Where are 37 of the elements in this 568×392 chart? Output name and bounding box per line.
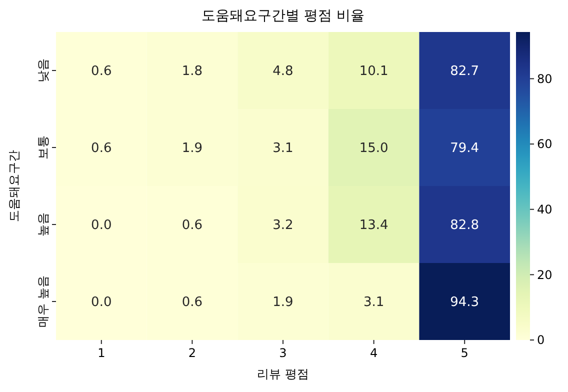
y-tick-label: 매우 높음 (36, 276, 50, 328)
x-axis-title: 리뷰 평점 (257, 367, 309, 381)
data-label: 15.0 (359, 141, 388, 156)
data-label: 0.6 (91, 141, 112, 156)
color-bar-label: 80 (537, 72, 552, 86)
data-label: 82.7 (450, 64, 480, 80)
data-label: 10.1 (359, 64, 388, 80)
color-bar-label: 60 (537, 137, 552, 152)
data-label: 3.1 (272, 141, 294, 156)
x-tick-label: 1 (98, 346, 106, 360)
data-label: 0.6 (182, 218, 203, 234)
data-label: 0.6 (182, 295, 203, 310)
data-label: 79.4 (450, 141, 480, 156)
y-tick-label: 낮음 (36, 58, 50, 82)
data-label: 1.9 (182, 141, 203, 156)
data-label: 13.4 (359, 218, 388, 234)
data-label: 1.8 (182, 64, 203, 80)
data-label: 1.9 (272, 295, 294, 310)
x-tick-label: 3 (279, 346, 287, 360)
data-label: 0.0 (91, 218, 112, 234)
x-tick-label: 2 (188, 346, 196, 360)
data-label: 3.1 (363, 295, 384, 310)
data-label: 0.0 (91, 295, 112, 310)
x-tick-label: 4 (370, 346, 378, 360)
y-tick-label: 보통 (36, 136, 50, 160)
color-bar-label: 20 (537, 268, 552, 282)
x-tick-label: 5 (460, 346, 468, 360)
y-tick-label: 높음 (36, 212, 50, 236)
data-label: 4.8 (272, 64, 294, 80)
chart-title: 도움돼요구간별 평점 비율 (202, 8, 364, 24)
y-axis-title: 도움돼요구간 (7, 150, 21, 222)
data-label: 82.8 (450, 218, 480, 234)
data-label: 0.6 (91, 64, 112, 80)
data-label: 94.3 (450, 295, 480, 310)
color-bar-label: 40 (537, 202, 552, 217)
data-label: 3.2 (272, 218, 294, 234)
color-bar-label: 0 (537, 333, 545, 348)
